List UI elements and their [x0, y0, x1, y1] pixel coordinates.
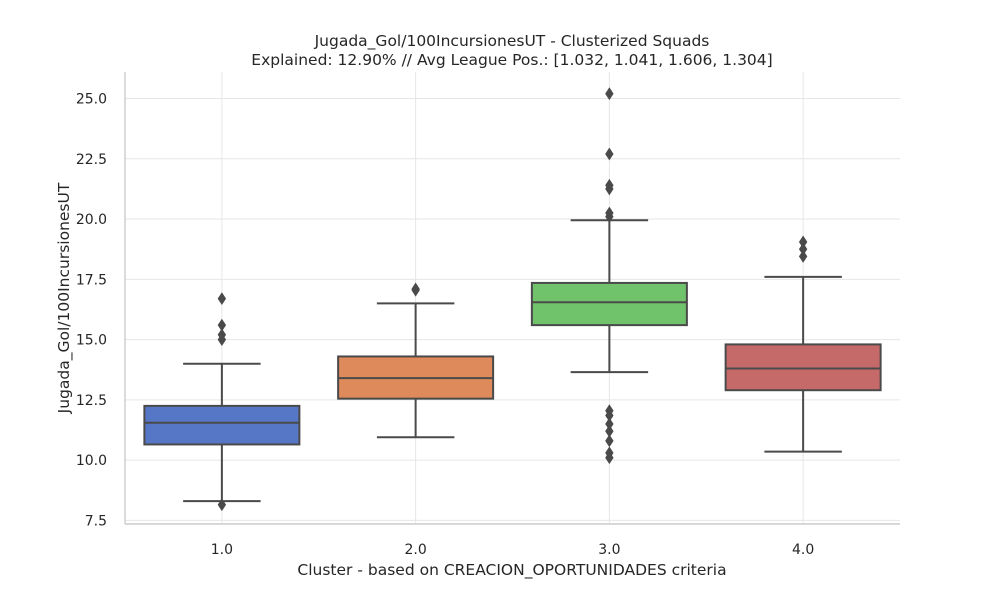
box-group-3.0 — [530, 87, 688, 465]
y-tick-label: 22.5 — [76, 152, 107, 168]
x-axis-label: Cluster - based on CREACION_OPORTUNIDADE… — [297, 561, 726, 580]
grid — [125, 72, 900, 524]
x-tick-label: 4.0 — [792, 542, 814, 558]
y-tick-label: 20.0 — [76, 212, 107, 228]
outlier-point — [798, 242, 808, 256]
outlier-point — [217, 292, 227, 306]
outlier-point — [605, 417, 614, 431]
outlier-point — [605, 424, 614, 438]
ticks: 7.5 10.0 12.5 15.0 17.5 20.0 22.5 25.0 1.0 2.0 3.0… — [76, 92, 814, 558]
box-group-1.0 — [143, 292, 301, 512]
box-group-2.0 — [337, 282, 495, 439]
y-axis-label: Jugada_Gol/100IncursionesUT — [55, 182, 74, 414]
chart-subtitle: Explained: 12.90% // Avg League Pos.: [1… — [251, 51, 772, 69]
y-tick-label: 17.5 — [76, 272, 107, 288]
x-tick-label: 2.0 — [404, 542, 426, 558]
iqr-box — [724, 343, 882, 392]
outlier-point — [217, 318, 227, 332]
chart-title: Jugada_Gol/100IncursionesUT - Clusterize… — [314, 32, 710, 51]
boxes — [143, 87, 882, 512]
outlier-point — [411, 282, 420, 296]
outlier-point — [798, 235, 808, 249]
y-tick-label: 10.0 — [76, 453, 107, 469]
outlier-point — [605, 147, 614, 161]
y-tick-label: 12.5 — [76, 393, 107, 409]
iqr-box — [143, 404, 301, 446]
box-group-4.0 — [724, 235, 882, 453]
x-tick-label: 3.0 — [598, 542, 620, 558]
outlier-point — [605, 178, 614, 192]
outlier-point — [605, 404, 614, 418]
outlier-point — [605, 446, 614, 460]
outlier-point — [217, 498, 227, 512]
outlier-point — [605, 87, 614, 101]
outlier-point — [798, 250, 808, 263]
x-tick-label: 1.0 — [211, 542, 233, 558]
y-tick-label: 15.0 — [76, 333, 107, 349]
y-tick-label: 7.5 — [85, 513, 107, 529]
iqr-box — [530, 281, 688, 327]
outlier-point — [605, 206, 614, 220]
outlier-point — [217, 328, 227, 342]
y-tick-label: 25.0 — [76, 92, 107, 108]
outlier-point — [605, 434, 614, 448]
